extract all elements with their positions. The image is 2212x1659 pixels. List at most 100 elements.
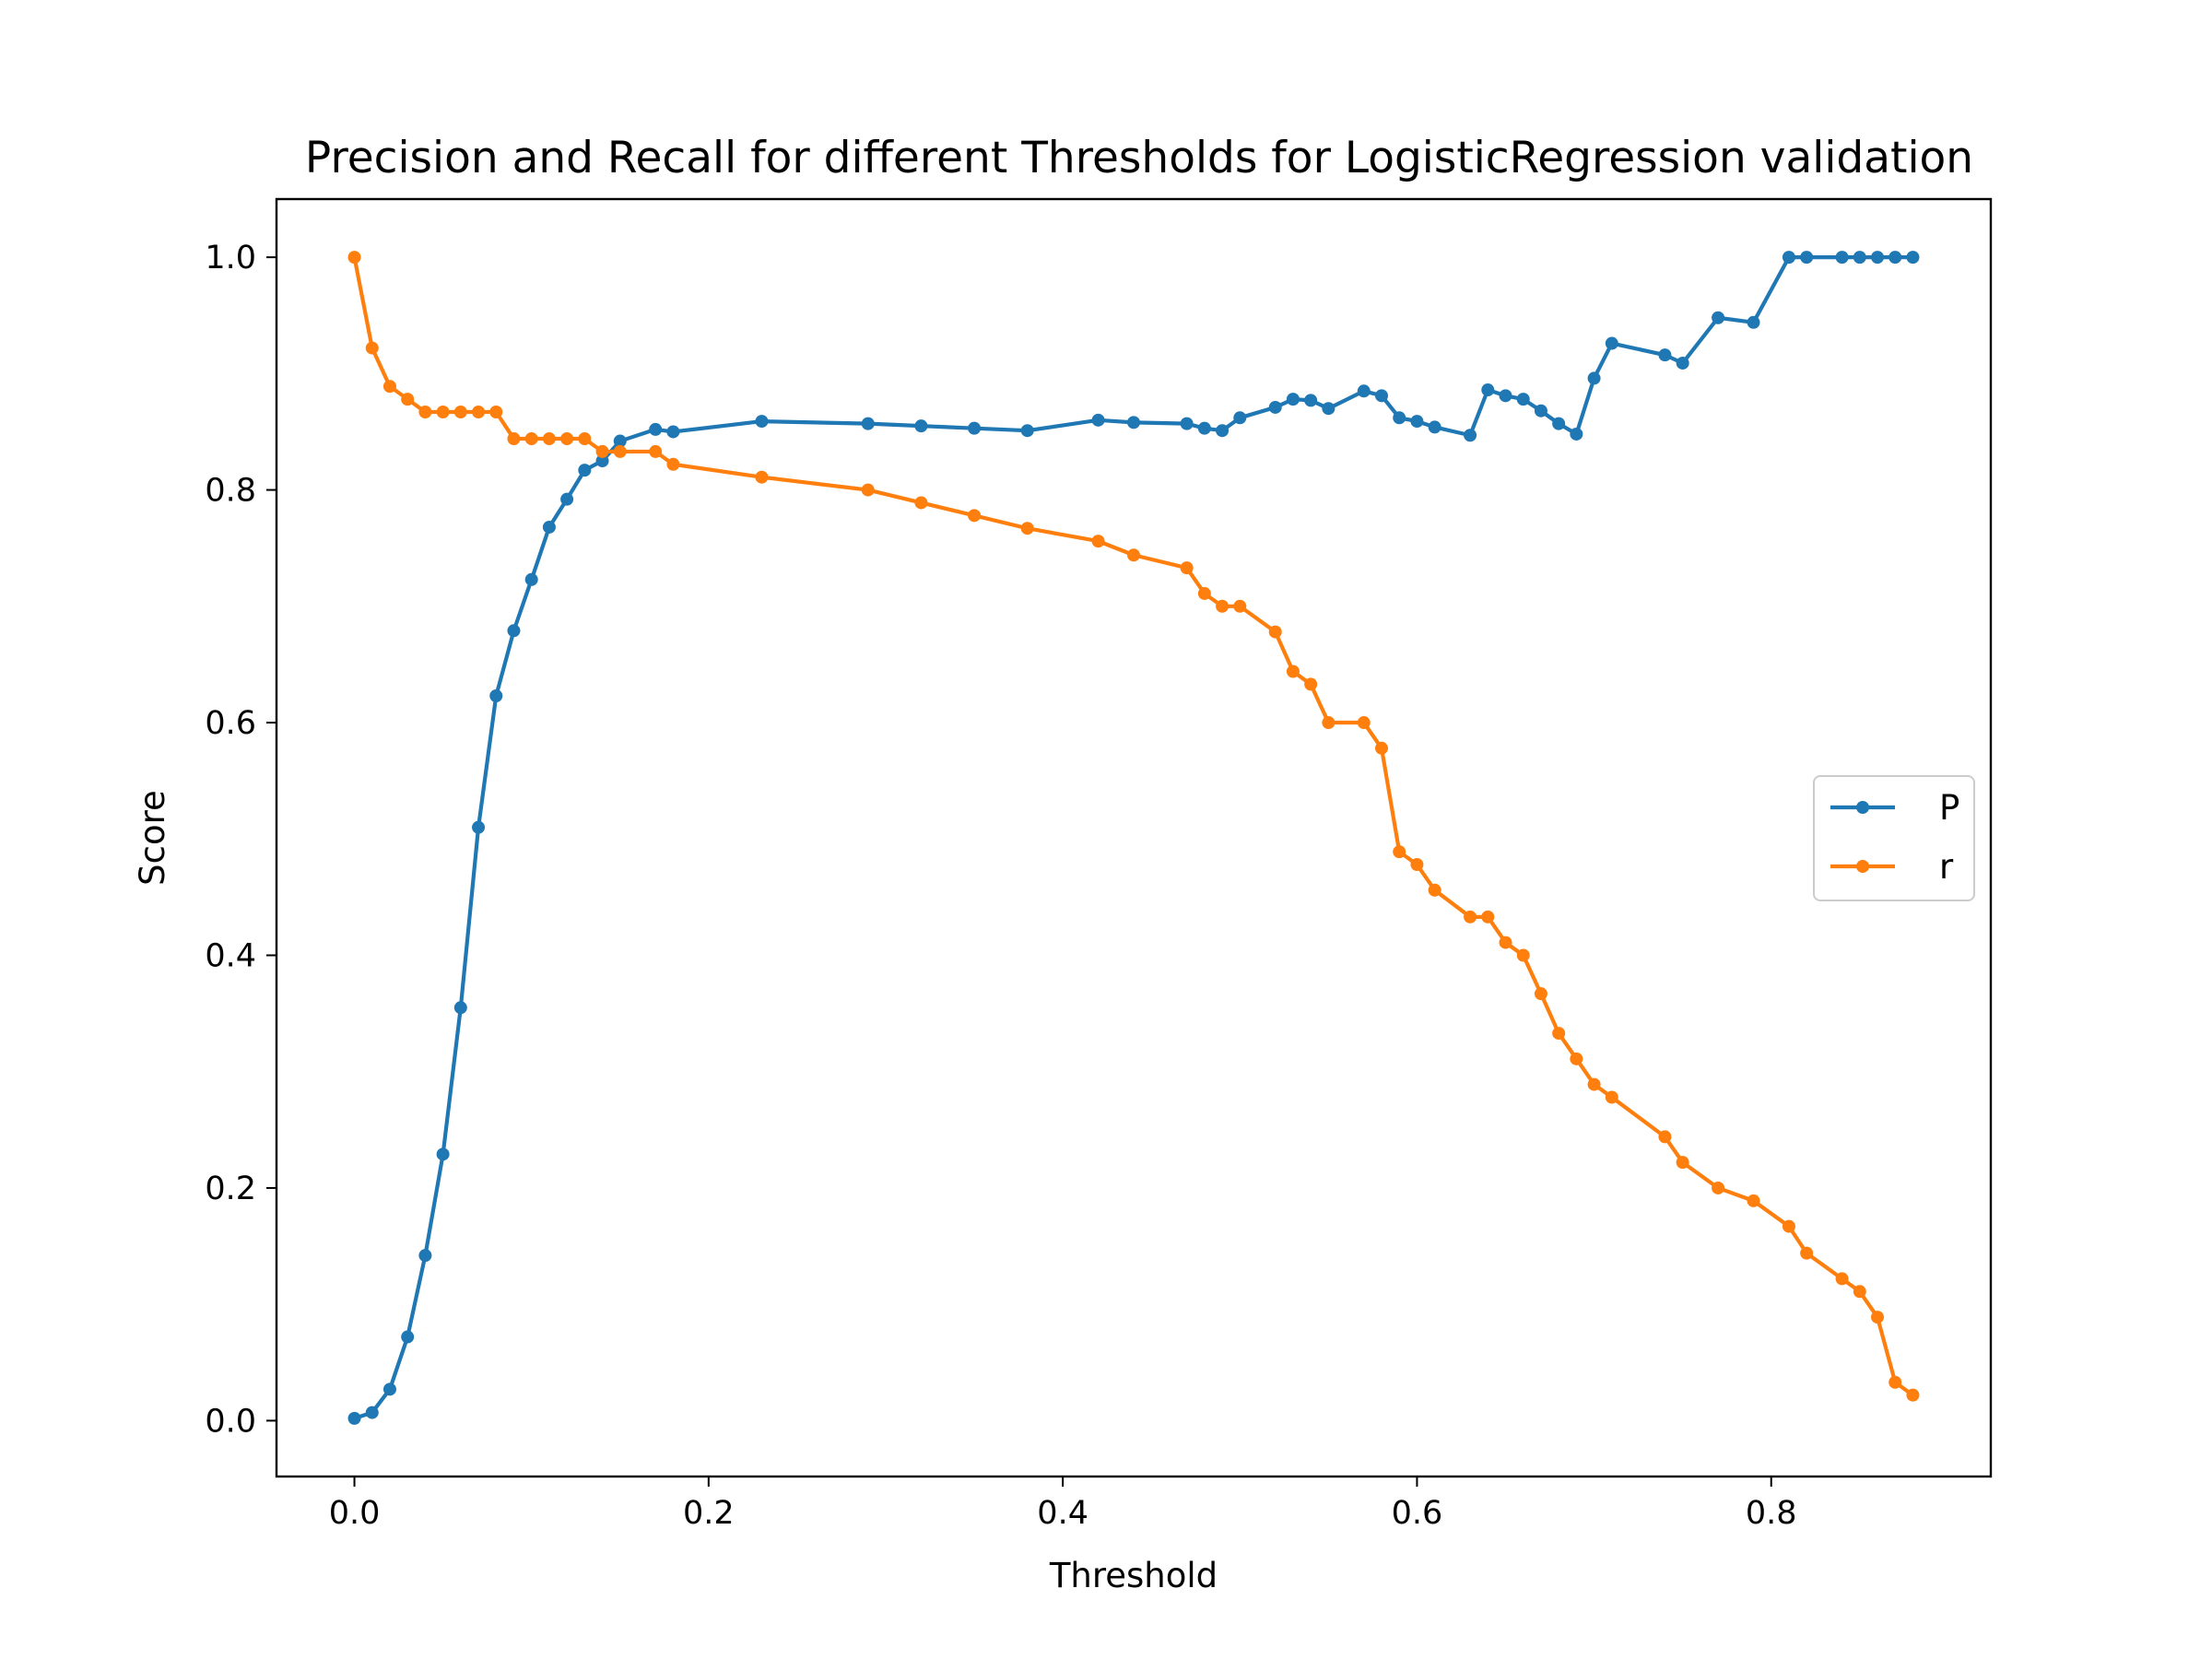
x-axis: 0.0 0.2 0.4 0.6 0.8 [329,1477,1797,1532]
data-point-r [1357,716,1371,730]
data-point-p [1499,389,1512,403]
data-point-p [1393,411,1406,425]
data-point-r [1782,1219,1795,1233]
x-axis-label: Threshold [1049,1556,1218,1595]
data-point-p [1268,400,1282,414]
data-point-p [1410,415,1424,429]
data-point-p [861,417,875,430]
data-point-p [507,624,521,638]
data-point-p [1906,251,1920,265]
data-point-r [489,406,503,418]
x-tick-label: 0.0 [329,1495,381,1532]
data-point-p [666,425,680,439]
data-point-p [1127,416,1140,429]
data-point-p [1180,417,1194,430]
data-point-p [524,572,538,586]
data-point-r [1410,858,1424,872]
y-axis-label: Score [133,790,172,886]
data-point-p [1534,404,1547,418]
data-point-r [968,509,982,523]
legend-label-r: r [1939,847,1954,887]
data-point-r [1658,1130,1672,1144]
data-point-p [595,454,609,468]
data-point-r [1835,1272,1849,1286]
x-tick-label: 0.2 [683,1495,735,1532]
data-point-r [1393,845,1406,859]
y-tick-label: 0.0 [205,1403,256,1440]
data-point-p [1587,371,1601,385]
data-point-r [1197,586,1211,600]
data-point-r [595,444,609,458]
data-point-p [578,464,592,477]
data-point-p [542,520,556,534]
data-point-r [560,432,574,446]
data-point-r [1587,1077,1601,1091]
data-point-r [1552,1027,1566,1041]
data-point-p [365,1406,379,1419]
data-point-p [1357,384,1371,398]
data-point-r [1516,948,1530,962]
data-point-p [1516,393,1530,406]
data-point-r [1570,1052,1583,1065]
data-point-r [1676,1156,1689,1170]
data-point-p [489,689,503,702]
data-point-p [1428,420,1441,434]
data-point-p [1605,336,1618,350]
data-point-p [436,1147,450,1161]
data-point-p [1464,429,1477,442]
data-point-p [453,1001,467,1015]
data-point-p [472,820,486,834]
legend-marker-p [1856,801,1869,814]
data-point-r [453,406,467,418]
data-point-r [1375,741,1389,755]
data-point-r [666,457,680,471]
data-point-r [382,380,396,394]
x-tick-label: 0.8 [1746,1495,1797,1532]
data-point-p [1888,251,1902,265]
data-point-r [1853,1285,1866,1299]
data-point-r [1127,548,1140,562]
data-point-p [1835,251,1849,265]
data-point-p [1853,251,1866,265]
data-point-p [914,419,928,433]
data-point-r [1428,883,1441,897]
data-point-r [1216,599,1230,613]
data-point-r [1481,910,1495,924]
x-tick-label: 0.4 [1037,1495,1088,1532]
data-point-r [1020,522,1034,535]
plot-frame [275,197,1993,1478]
data-point-p [1375,389,1389,403]
y-axis: 0.0 0.2 0.4 0.6 0.8 1.0 [205,240,276,1440]
data-point-r [1286,665,1300,678]
data-point-r [401,393,415,406]
data-point-r [649,444,663,458]
data-point-p [1216,424,1230,438]
y-tick-label: 0.2 [205,1171,256,1207]
data-point-p [1091,413,1105,427]
data-point-p [1871,251,1885,265]
data-point-r [347,251,361,265]
data-point-r [1871,1311,1885,1324]
data-point-r [1304,677,1318,691]
data-point-r [1322,716,1335,730]
data-point-r [914,496,928,510]
data-point-p [401,1330,415,1344]
data-point-p [1800,251,1814,265]
data-point-p [1233,411,1247,425]
data-point-p [649,422,663,436]
data-point-r [1534,987,1547,1001]
data-point-r [1268,625,1282,639]
data-point-p [1552,417,1566,430]
data-point-r [1712,1181,1725,1194]
series-layer [347,251,1920,1425]
y-tick-label: 0.4 [205,937,256,974]
data-point-r [861,483,875,497]
y-tick-label: 1.0 [205,240,256,276]
data-point-p [1570,427,1583,441]
data-point-p [1304,394,1318,407]
data-point-r [524,432,538,446]
data-point-p [418,1249,432,1263]
data-point-r [1888,1375,1902,1389]
x-tick-label: 0.6 [1392,1495,1443,1532]
